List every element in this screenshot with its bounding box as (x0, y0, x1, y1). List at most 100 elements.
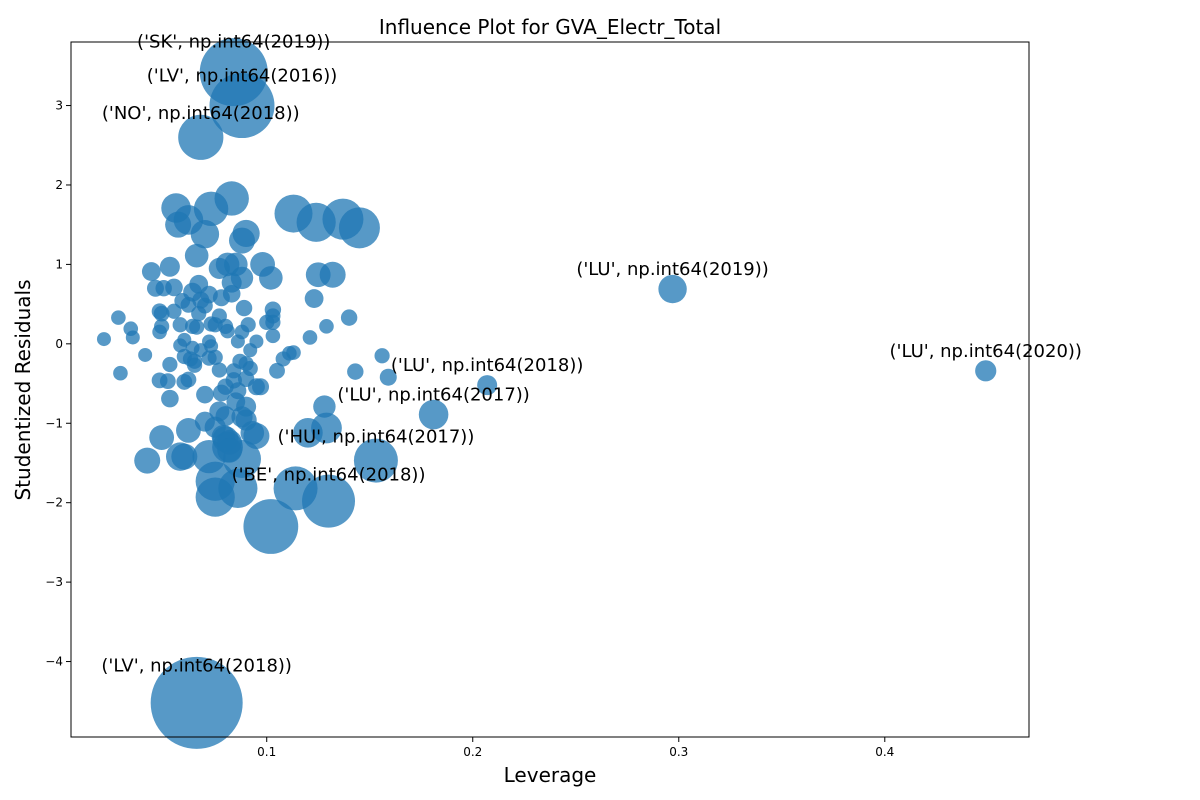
chart-title: Influence Plot for GVA_Electr_Total (379, 15, 721, 39)
data-point (180, 297, 197, 313)
data-point (172, 317, 188, 333)
y-tick-label: −4 (45, 655, 63, 669)
x-tick-label: 0.3 (669, 745, 688, 759)
data-point (265, 314, 281, 330)
data-point (243, 499, 299, 554)
data-point (138, 347, 153, 362)
data-point (149, 425, 175, 450)
point-annotation: ('HU', np.int64(2017)) (277, 426, 474, 447)
data-point (204, 339, 219, 354)
point-annotation: ('LU', np.int64(2020)) (889, 341, 1081, 362)
data-point (208, 257, 230, 279)
data-point (235, 299, 253, 317)
data-point (150, 656, 243, 749)
data-point (152, 324, 167, 340)
data-point (207, 349, 223, 365)
data-point (353, 438, 398, 483)
x-tick-label: 0.1 (257, 745, 276, 759)
scatter-points (96, 38, 997, 749)
data-point (379, 368, 397, 386)
y-tick-label: 3 (55, 99, 63, 113)
data-point (159, 373, 176, 390)
data-point (159, 256, 180, 277)
data-point (162, 356, 178, 373)
x-axis-ticks: 0.1 0.2 0.3 0.4 (257, 737, 894, 759)
point-annotation: ('LV', np.int64(2016)) (147, 66, 338, 87)
data-point (975, 360, 997, 382)
x-tick-label: 0.2 (463, 745, 482, 759)
data-point (111, 310, 126, 325)
data-point (161, 389, 179, 408)
data-point (189, 319, 205, 335)
y-axis-ticks: −4 −3 −2 −1 0 1 2 3 (45, 99, 71, 669)
data-point (228, 227, 255, 254)
y-tick-label: −1 (45, 416, 63, 430)
x-tick-label: 0.4 (875, 745, 894, 759)
data-point (230, 334, 245, 349)
data-point (184, 243, 209, 268)
data-point (113, 365, 128, 381)
data-point (273, 466, 318, 511)
data-point (319, 319, 334, 334)
data-point (178, 114, 224, 160)
data-point (269, 362, 285, 379)
data-point (212, 384, 230, 402)
data-point (302, 330, 318, 345)
data-point (275, 351, 291, 367)
data-point (220, 323, 235, 339)
point-annotation: ('BE', np.int64(2018)) (232, 465, 426, 486)
data-point (252, 378, 270, 396)
data-point (211, 362, 227, 378)
y-tick-label: 1 (55, 257, 63, 271)
plot-frame (70, 41, 1030, 738)
data-point (165, 211, 192, 238)
data-point (217, 437, 243, 463)
data-point (125, 330, 140, 345)
y-tick-label: −3 (45, 575, 63, 589)
data-point (240, 420, 265, 445)
data-point (243, 343, 258, 358)
point-annotation: ('LU', np.int64(2017)) (337, 384, 529, 405)
data-point (340, 309, 358, 326)
point-annotation: ('SK', np.int64(2019)) (137, 31, 330, 52)
point-annotation: ('NO', np.int64(2018)) (102, 103, 300, 124)
data-point (134, 447, 161, 474)
y-tick-label: 0 (55, 337, 63, 351)
data-point (166, 303, 182, 319)
point-annotations: ('SK', np.int64(2019)) ('LV', np.int64(20… (101, 31, 1082, 676)
data-point (313, 395, 336, 418)
y-tick-label: 2 (55, 178, 63, 192)
x-axis-label: Leverage (504, 763, 597, 787)
data-point (319, 261, 346, 288)
data-point (418, 399, 449, 430)
data-point (191, 306, 207, 322)
y-tick-label: −2 (45, 496, 63, 510)
data-point (180, 371, 197, 388)
data-point (311, 412, 342, 444)
data-point (171, 443, 198, 470)
data-point (190, 220, 220, 249)
data-point (209, 73, 275, 139)
point-annotation: ('LV', np.int64(2018)) (101, 656, 292, 677)
y-axis-label: Studentized Residuals (11, 279, 35, 500)
data-point (173, 338, 188, 353)
data-point (304, 289, 324, 308)
data-point (187, 357, 203, 373)
data-point (153, 305, 170, 322)
data-point (96, 332, 111, 347)
data-point (222, 284, 241, 303)
data-point (196, 385, 214, 404)
data-point (374, 348, 390, 364)
data-point (155, 280, 172, 297)
data-point (347, 363, 364, 380)
data-point (259, 266, 283, 290)
data-point (141, 262, 161, 281)
data-point (265, 328, 281, 344)
point-annotation: ('LU', np.int64(2018)) (391, 355, 583, 376)
data-point (658, 274, 687, 304)
data-point (477, 375, 498, 396)
data-point (338, 207, 380, 249)
point-annotation: ('LU', np.int64(2019)) (576, 259, 768, 280)
data-point (176, 418, 201, 443)
